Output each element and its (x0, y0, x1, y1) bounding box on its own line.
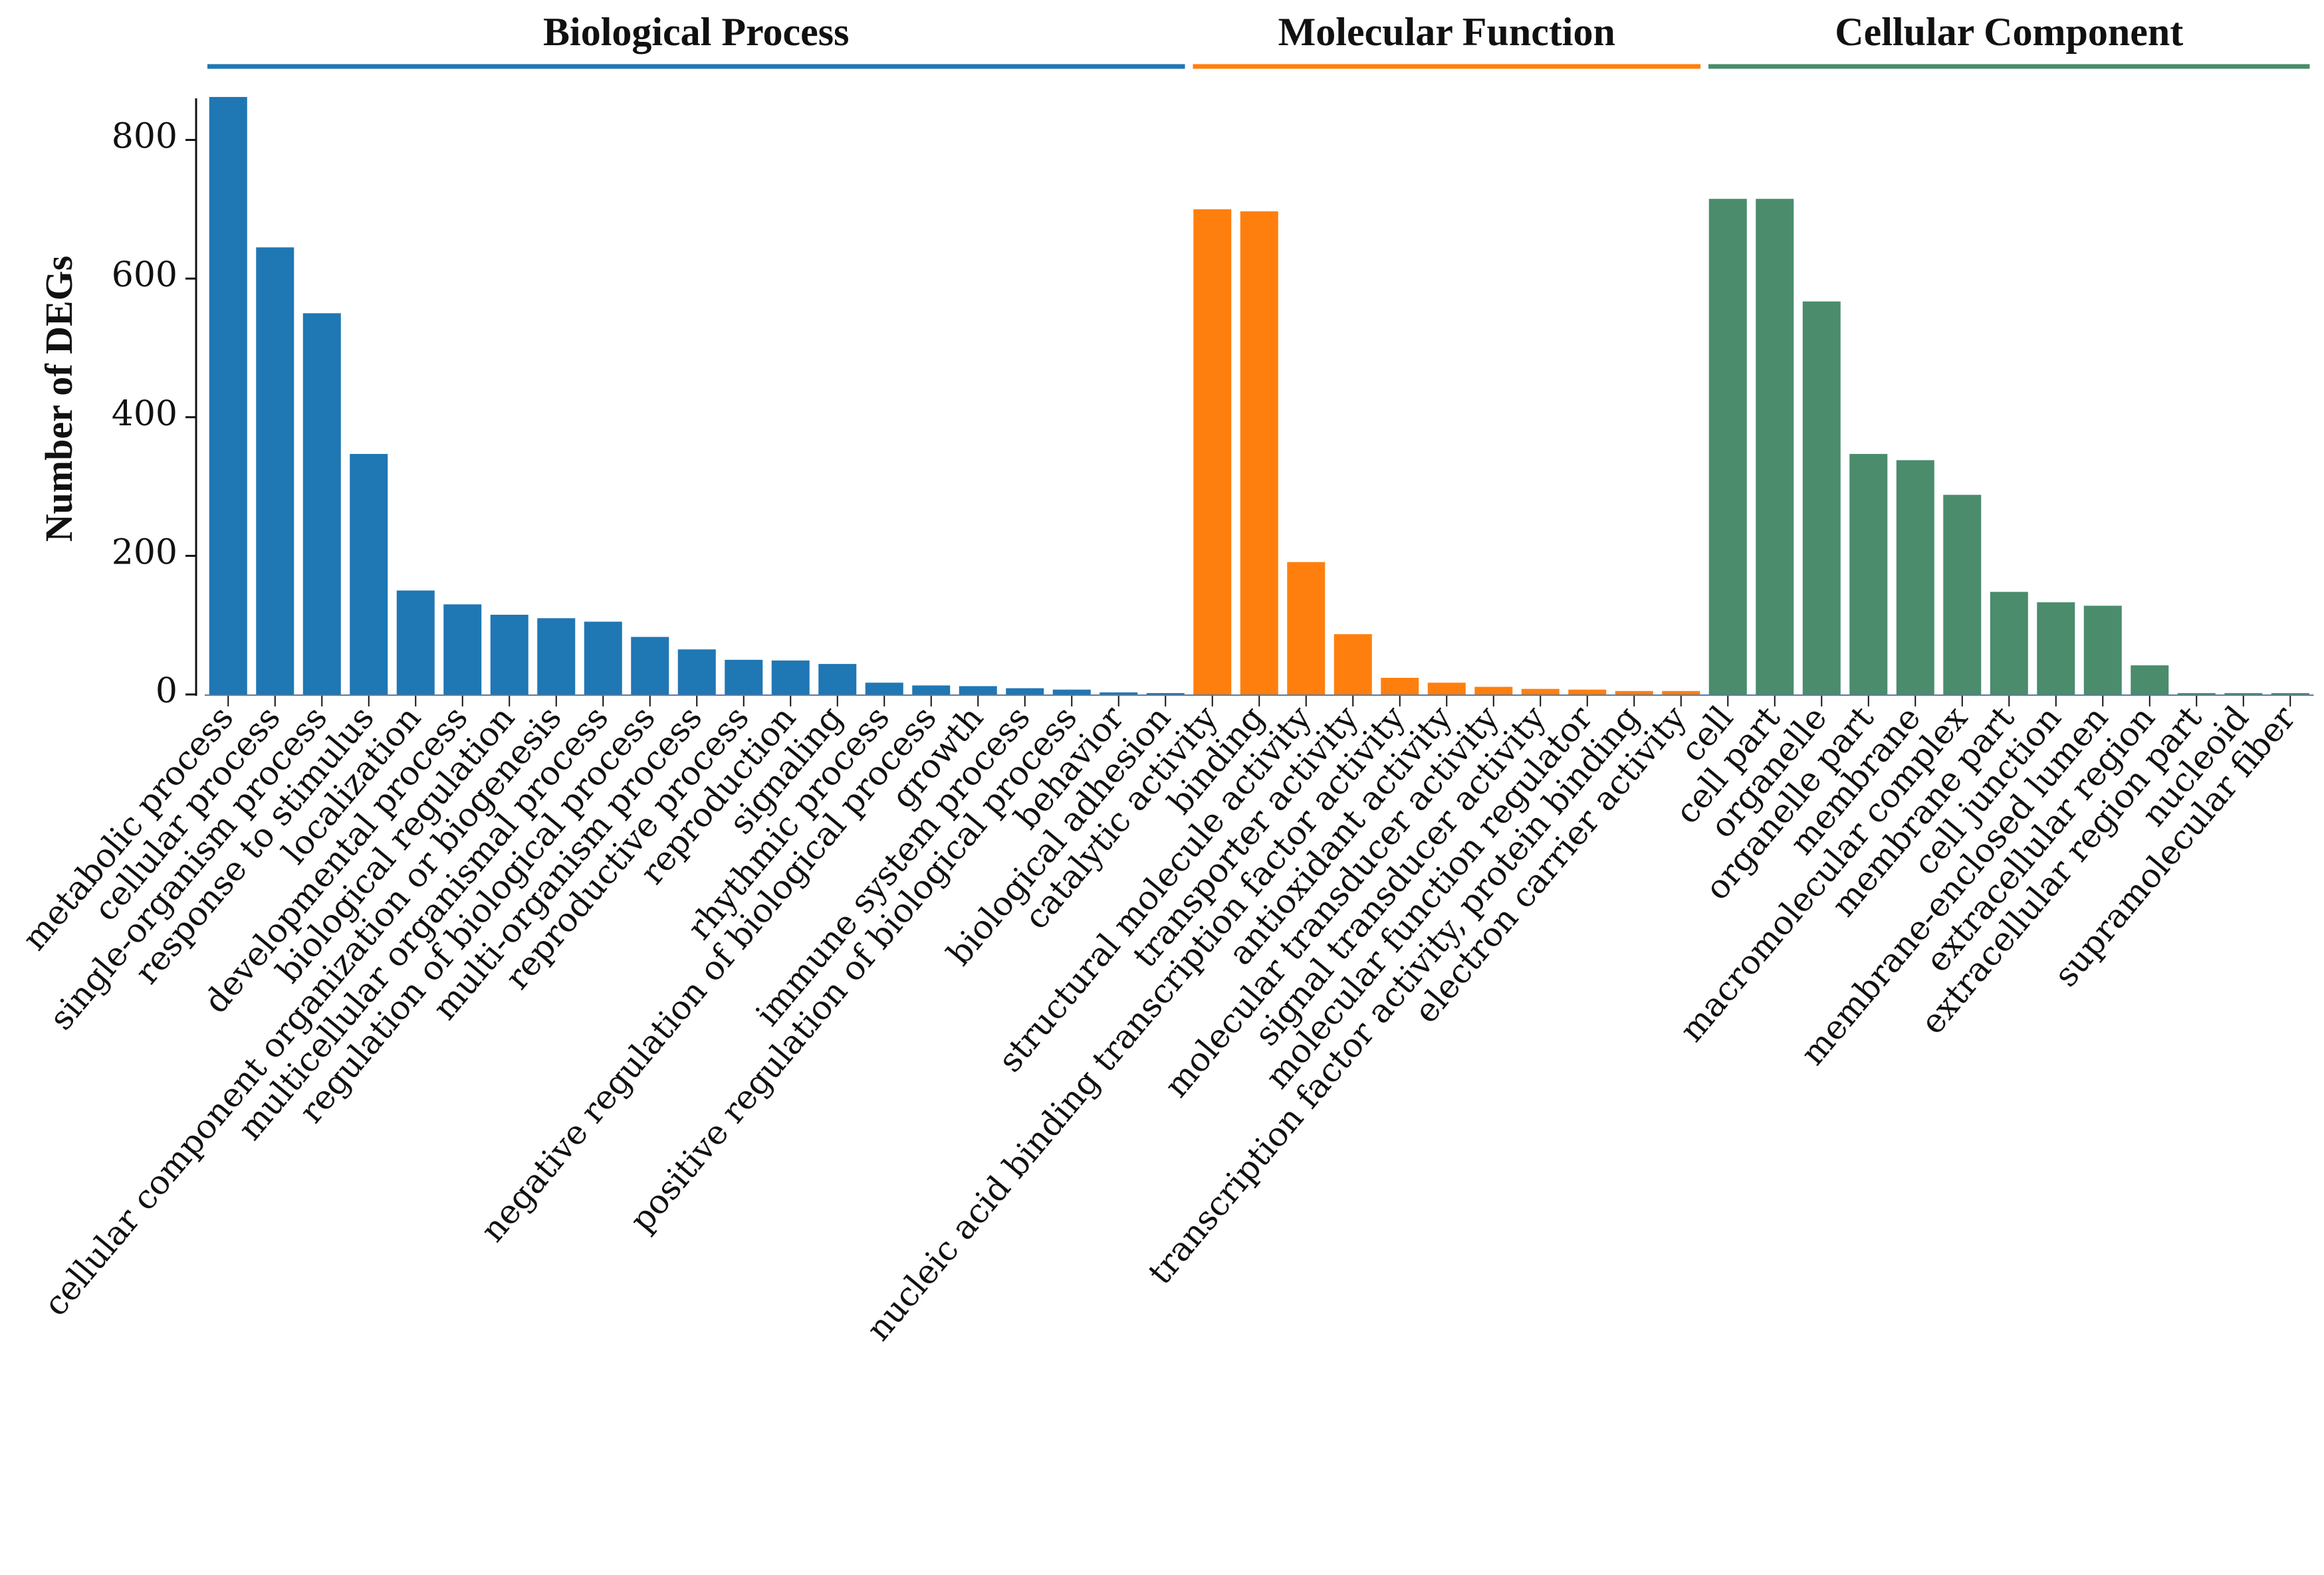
group-title: Molecular Function (1278, 10, 1615, 54)
group-headers: Biological Process Molecular Function Cell… (207, 10, 2310, 69)
bar (1240, 211, 1278, 694)
bar (1474, 686, 1513, 694)
bar (1943, 494, 1982, 694)
bar (2224, 692, 2263, 694)
y-tick-label: 600 (112, 255, 177, 295)
bar (2037, 602, 2075, 694)
bar (1849, 454, 1888, 694)
bar (209, 96, 247, 695)
bar (490, 615, 528, 694)
bar (2083, 605, 2122, 694)
bar (1287, 562, 1326, 694)
bar (1427, 682, 1466, 694)
bar (1521, 688, 1560, 694)
bar (1052, 689, 1091, 694)
y-axis-label: Number of DEGs (37, 256, 80, 542)
bar (1334, 634, 1372, 694)
bar (725, 659, 763, 694)
y-tick-label: 400 (112, 394, 177, 434)
bar (2177, 692, 2216, 694)
bar (256, 247, 294, 694)
bar (2131, 665, 2169, 694)
bar (2271, 692, 2309, 694)
bar (1381, 677, 1419, 694)
bar (1615, 690, 1653, 694)
bar (631, 637, 669, 694)
bar (1896, 460, 1934, 694)
bars (209, 96, 2309, 695)
bar (1146, 692, 1185, 694)
bar (1193, 209, 1232, 694)
bar (443, 604, 482, 694)
bar (537, 618, 576, 694)
bar (1100, 692, 1138, 694)
bar (959, 686, 997, 694)
bar (584, 621, 622, 694)
bar (1756, 199, 1794, 694)
bar (912, 685, 951, 694)
bar (1662, 690, 1700, 694)
bar (677, 649, 716, 694)
bar (818, 664, 857, 694)
bar (396, 590, 435, 694)
bar (350, 454, 388, 694)
y-axis: 0 200 400 600 800 (112, 98, 197, 711)
bar (1006, 688, 1044, 694)
group-title: Cellular Component (1835, 10, 2183, 54)
bar (302, 313, 341, 694)
y-tick-label: 800 (112, 117, 177, 157)
bar (1990, 591, 2028, 694)
bar (1568, 689, 1607, 694)
y-tick-label: 200 (112, 532, 177, 572)
bar (865, 682, 903, 694)
bar (1708, 199, 1747, 694)
group-title: Biological Process (543, 10, 850, 54)
y-tick-label: 0 (156, 671, 177, 711)
bar (1802, 301, 1841, 694)
bar (771, 660, 810, 694)
